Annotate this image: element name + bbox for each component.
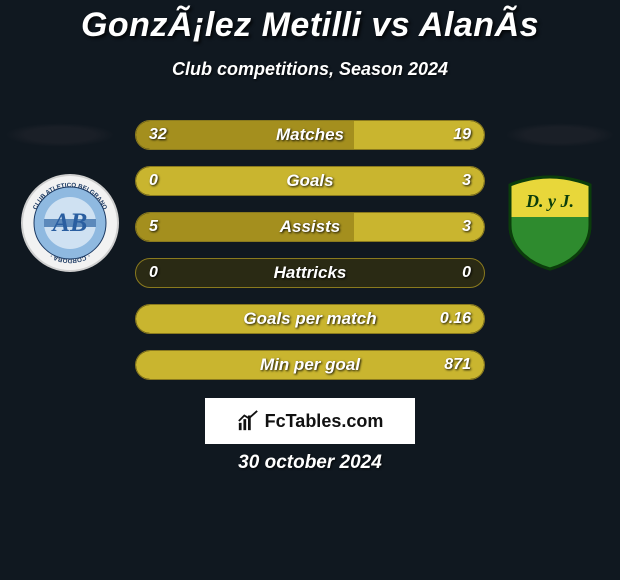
stat-bar-track xyxy=(135,120,485,150)
crest-left: CLUB ATLETICO BELGRANO · CORDOBA · AB xyxy=(20,173,120,273)
stat-bar-track xyxy=(135,258,485,288)
stat-row: Matches3219 xyxy=(135,118,485,152)
footer-date: 30 october 2024 xyxy=(0,452,620,474)
stat-bar-track xyxy=(135,304,485,334)
stat-bar-track xyxy=(135,350,485,380)
stat-row: Min per goal871 xyxy=(135,348,485,382)
stat-bar-right xyxy=(136,305,484,333)
stat-row: Goals per match0.16 xyxy=(135,302,485,336)
page-subtitle: Club competitions, Season 2024 xyxy=(0,59,620,80)
belgrano-crest-icon: CLUB ATLETICO BELGRANO · CORDOBA · AB xyxy=(20,173,120,273)
stat-bar-right xyxy=(136,167,484,195)
stat-bar-right xyxy=(354,213,485,241)
stats-list: Matches3219 Goals03 Assists53 Hattricks00 Go… xyxy=(135,118,485,394)
stat-row: Assists53 xyxy=(135,210,485,244)
stat-bar-left xyxy=(136,213,354,241)
stat-bar-left xyxy=(136,121,354,149)
stat-bar-right xyxy=(136,351,484,379)
defensa-crest-icon: D. y J. xyxy=(500,173,600,273)
fctables-logo-icon xyxy=(237,410,259,432)
stat-bar-right xyxy=(354,121,484,149)
shadow-ellipse-right xyxy=(505,123,615,147)
crest-right: D. y J. xyxy=(500,173,600,273)
footer-brand-box: FcTables.com xyxy=(205,398,415,444)
stat-row: Hattricks00 xyxy=(135,256,485,290)
stat-bar-track xyxy=(135,166,485,196)
footer-brand-text: FcTables.com xyxy=(265,411,384,432)
comparison-card: GonzÃ¡lez Metilli vs AlanÃs Club competi… xyxy=(0,0,620,580)
stat-row: Goals03 xyxy=(135,164,485,198)
stat-bar-track xyxy=(135,212,485,242)
svg-text:AB: AB xyxy=(51,208,88,237)
page-title: GonzÃ¡lez Metilli vs AlanÃs xyxy=(0,0,620,45)
shadow-ellipse-left xyxy=(5,123,115,147)
svg-text:D. y J.: D. y J. xyxy=(525,191,574,211)
